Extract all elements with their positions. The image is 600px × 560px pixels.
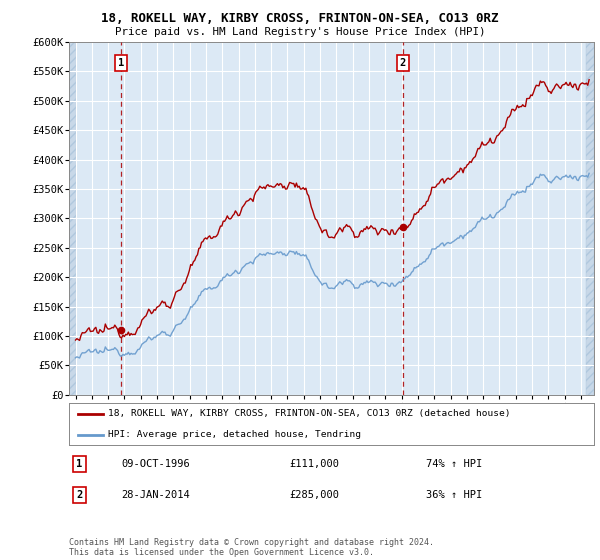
Text: 2: 2 bbox=[76, 490, 83, 500]
Text: £285,000: £285,000 bbox=[290, 490, 340, 500]
Text: Price paid vs. HM Land Registry's House Price Index (HPI): Price paid vs. HM Land Registry's House … bbox=[115, 27, 485, 37]
Text: 36% ↑ HPI: 36% ↑ HPI bbox=[426, 490, 482, 500]
Text: 09-OCT-1996: 09-OCT-1996 bbox=[121, 459, 190, 469]
Text: 74% ↑ HPI: 74% ↑ HPI bbox=[426, 459, 482, 469]
Text: HPI: Average price, detached house, Tendring: HPI: Average price, detached house, Tend… bbox=[109, 430, 361, 439]
Text: 1: 1 bbox=[76, 459, 83, 469]
Text: 18, ROKELL WAY, KIRBY CROSS, FRINTON-ON-SEA, CO13 0RZ: 18, ROKELL WAY, KIRBY CROSS, FRINTON-ON-… bbox=[101, 12, 499, 25]
Text: Contains HM Land Registry data © Crown copyright and database right 2024.
This d: Contains HM Land Registry data © Crown c… bbox=[69, 538, 434, 557]
Text: 18, ROKELL WAY, KIRBY CROSS, FRINTON-ON-SEA, CO13 0RZ (detached house): 18, ROKELL WAY, KIRBY CROSS, FRINTON-ON-… bbox=[109, 409, 511, 418]
Text: 28-JAN-2014: 28-JAN-2014 bbox=[121, 490, 190, 500]
Text: 2: 2 bbox=[400, 58, 406, 68]
Text: 1: 1 bbox=[118, 58, 124, 68]
Text: £111,000: £111,000 bbox=[290, 459, 340, 469]
